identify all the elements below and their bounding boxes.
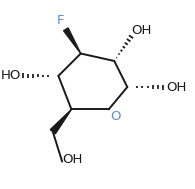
Text: OH: OH <box>131 24 152 37</box>
Text: HO: HO <box>1 69 21 82</box>
Polygon shape <box>64 28 81 53</box>
Text: O: O <box>110 110 121 123</box>
Text: F: F <box>57 13 64 26</box>
Text: OH: OH <box>62 153 82 166</box>
Text: OH: OH <box>167 81 187 94</box>
Polygon shape <box>50 109 71 134</box>
